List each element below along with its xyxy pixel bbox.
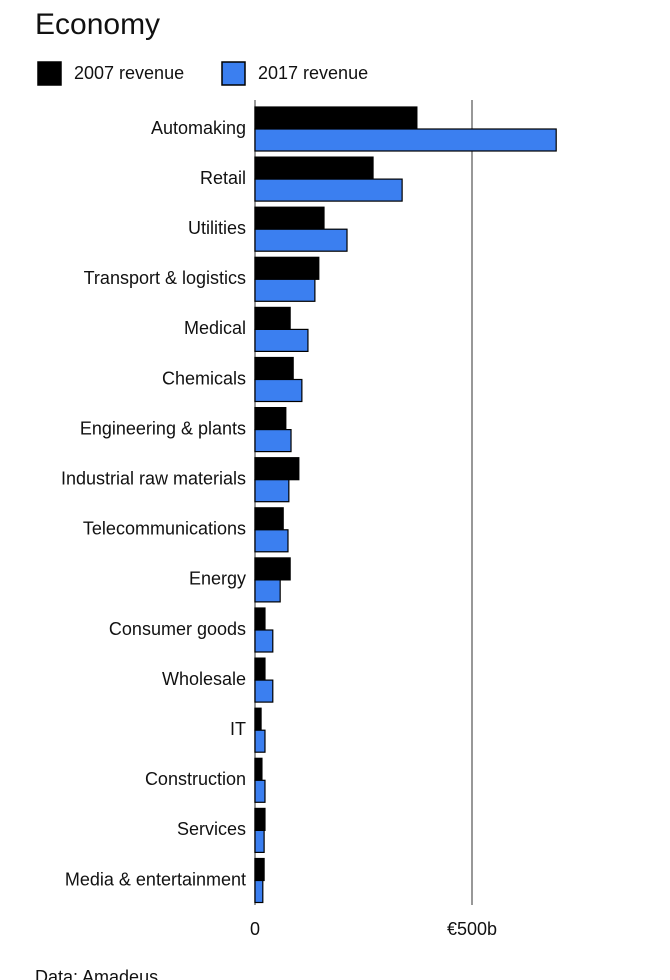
- bar: [254, 557, 291, 581]
- legend-swatch: [221, 61, 246, 86]
- y-tick-label: Engineering & plants: [80, 418, 246, 438]
- bar: [254, 206, 325, 230]
- y-tick-label: Media & entertainment: [65, 869, 246, 889]
- bar: [254, 328, 309, 352]
- y-tick-label: Wholesale: [162, 669, 246, 689]
- bar: [254, 757, 263, 781]
- legend-label: 2007 revenue: [74, 63, 184, 83]
- bar: [254, 829, 265, 854]
- bar: [254, 429, 292, 453]
- bar: [254, 529, 289, 553]
- y-tick-label: Energy: [189, 569, 246, 589]
- bar: [254, 657, 266, 681]
- y-tick-label: Automaking: [151, 118, 246, 138]
- bar: [254, 378, 303, 403]
- chart-title: Economy: [35, 8, 160, 41]
- y-tick-label: Transport & logistics: [84, 268, 246, 288]
- bar: [254, 178, 403, 202]
- y-tick-label: Chemicals: [162, 368, 246, 388]
- x-tick-label: 0: [250, 919, 260, 939]
- y-tick-label: Medical: [184, 318, 246, 338]
- bar: [254, 306, 291, 330]
- x-tick-label: €500b: [447, 919, 497, 939]
- bar: [254, 407, 287, 431]
- bar: [254, 707, 262, 731]
- bar: [254, 879, 264, 904]
- bar: [254, 607, 266, 631]
- y-tick-label: Construction: [145, 769, 246, 789]
- bar: [254, 479, 290, 503]
- bar: [254, 779, 266, 803]
- bar: [254, 579, 281, 603]
- bar: [254, 106, 418, 130]
- bar: [254, 457, 300, 481]
- bar: [254, 729, 266, 753]
- bar: [254, 807, 266, 832]
- bar: [254, 356, 294, 381]
- bar: [254, 128, 557, 152]
- y-tick-label: Services: [177, 819, 246, 839]
- bar: [254, 507, 284, 531]
- bar: [254, 629, 274, 653]
- bar: [254, 857, 265, 882]
- y-tick-label: IT: [230, 719, 246, 739]
- legend-label: 2017 revenue: [258, 63, 368, 83]
- y-tick-label: Telecommunications: [83, 519, 246, 539]
- bar: [254, 278, 316, 302]
- y-tick-label: Industrial raw materials: [61, 468, 246, 488]
- y-tick-label: Consumer goods: [109, 619, 246, 639]
- bar: [254, 156, 374, 180]
- bar: [254, 679, 274, 703]
- bar: [254, 256, 320, 280]
- bar: [254, 228, 348, 252]
- y-tick-label: Utilities: [188, 218, 246, 238]
- source: Data: Amadeus: [35, 967, 158, 980]
- y-tick-label: Retail: [200, 168, 246, 188]
- legend-swatch: [37, 61, 62, 86]
